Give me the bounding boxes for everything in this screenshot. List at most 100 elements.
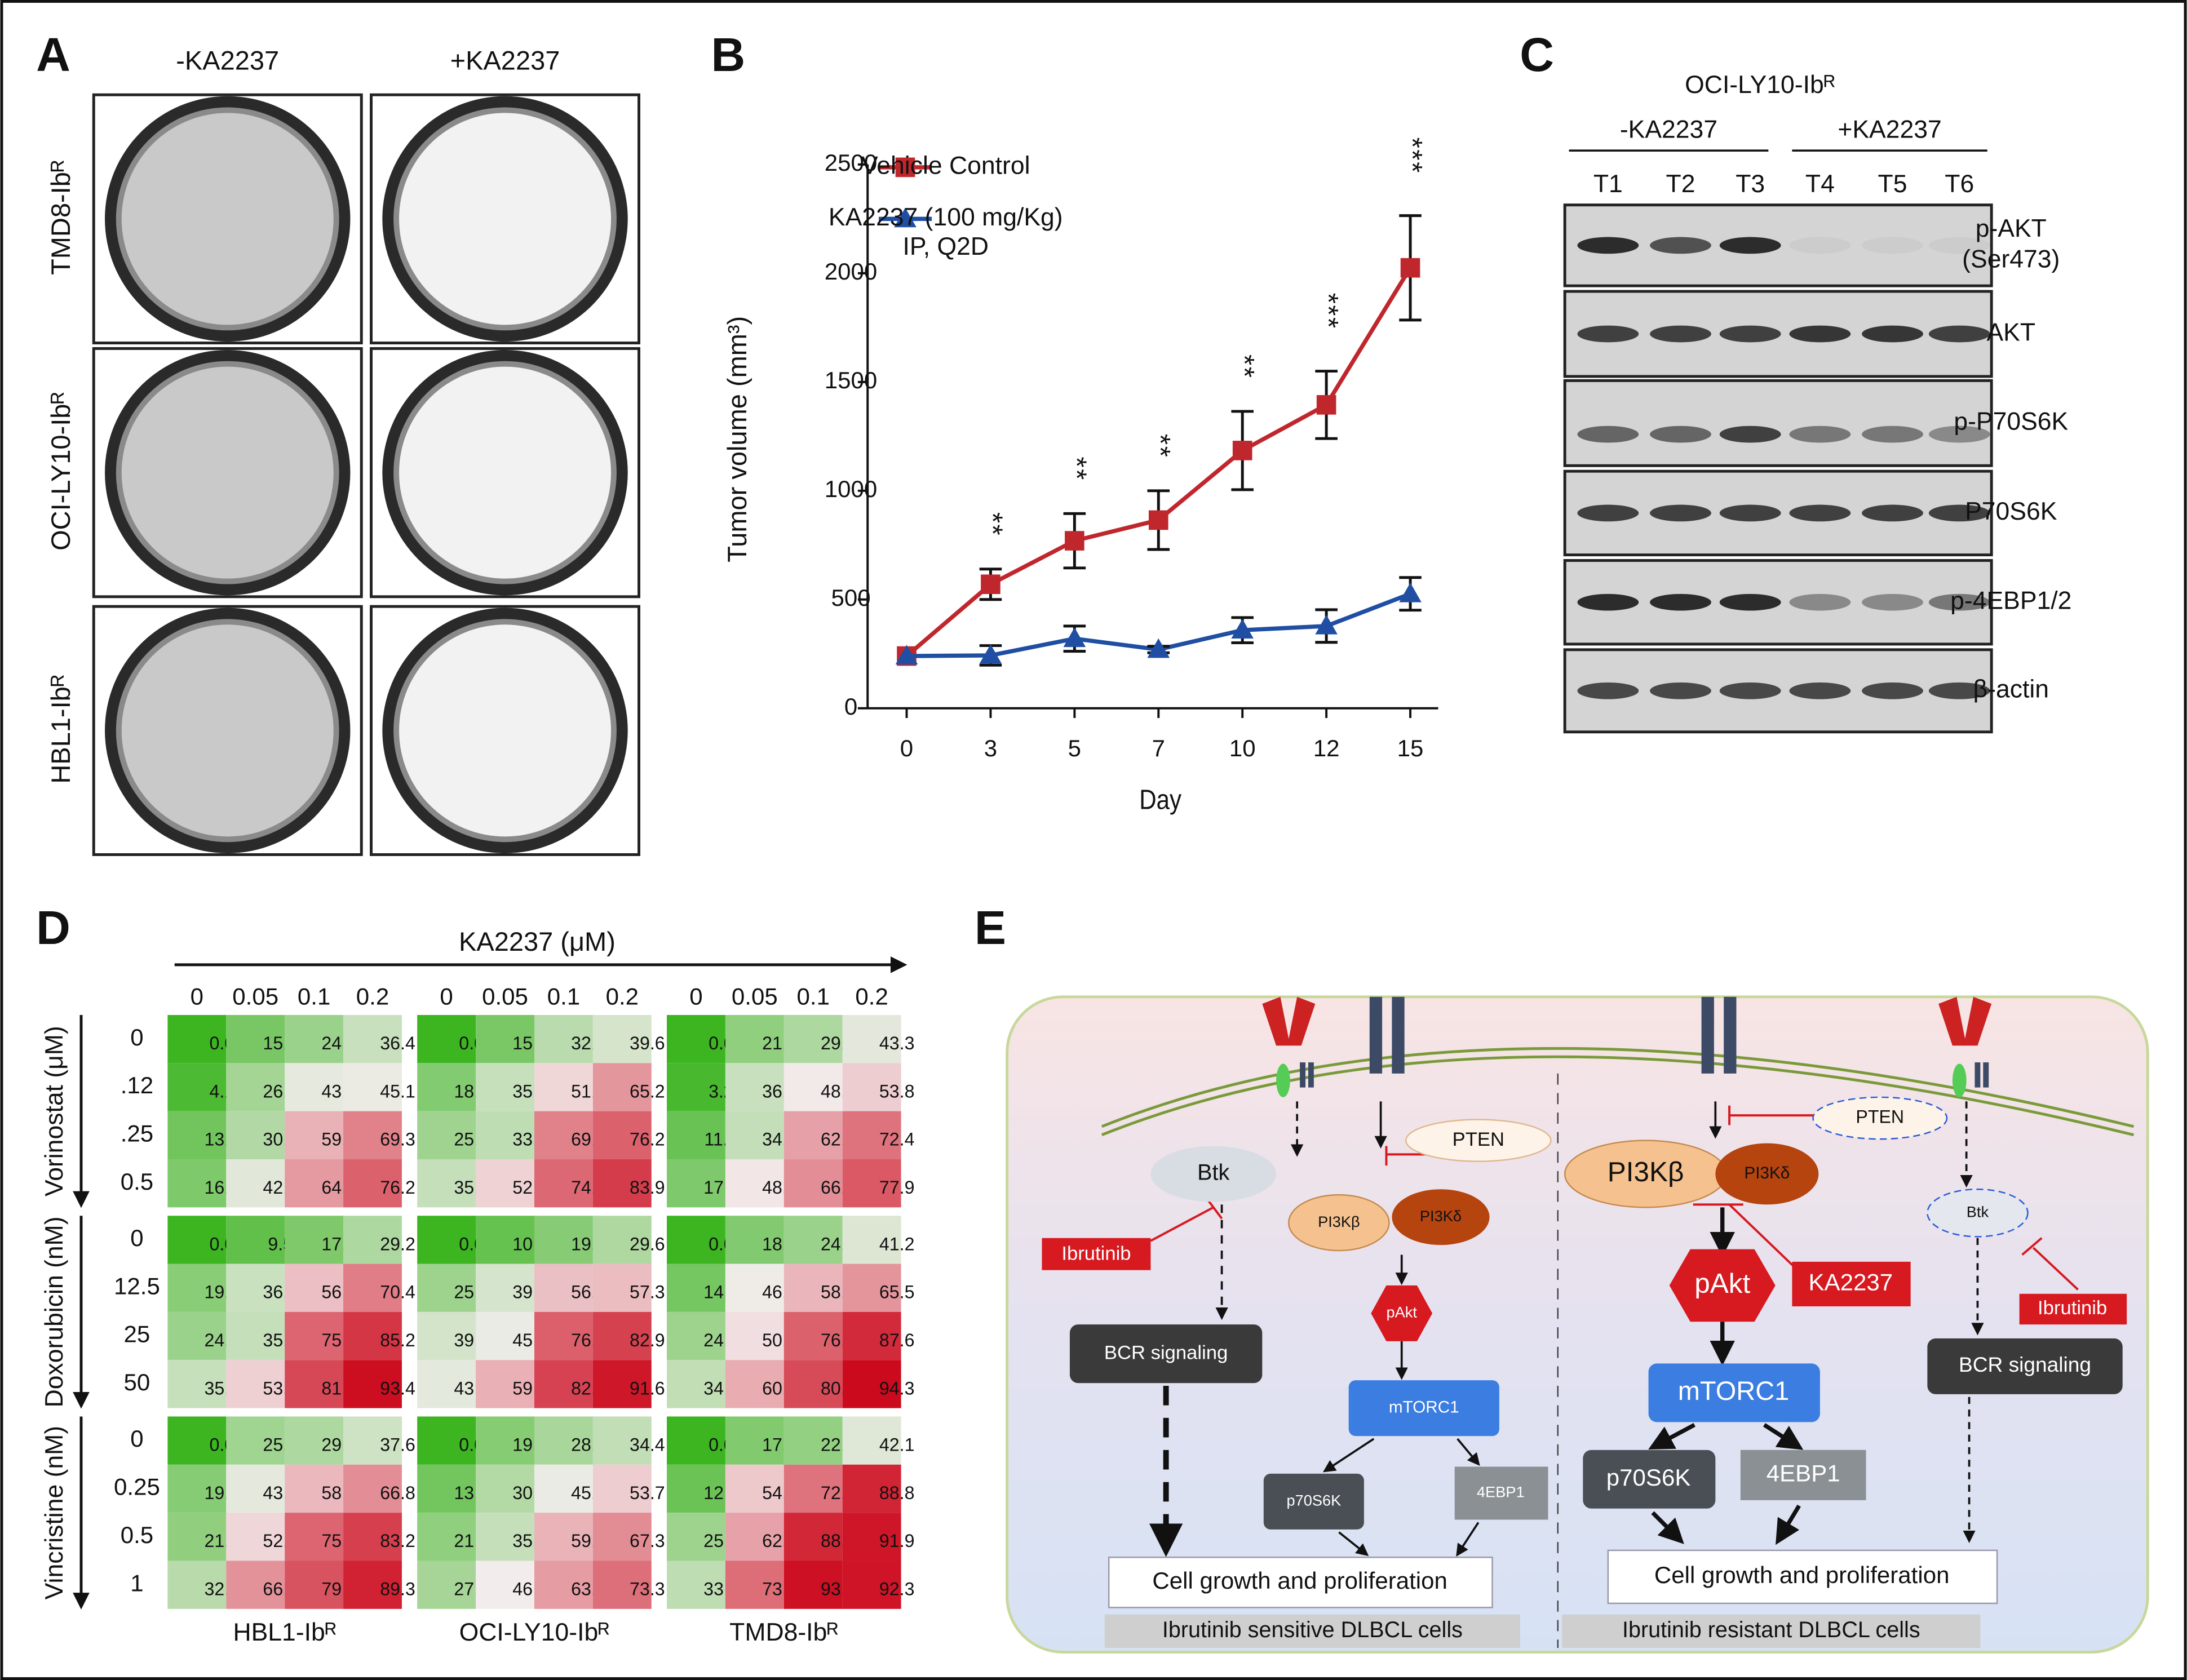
heat-cell: [226, 1416, 285, 1465]
panel-label: E: [975, 901, 1006, 954]
lane-label: T3: [1736, 170, 1765, 198]
cell-value: 77.9: [879, 1177, 915, 1198]
node-label: PI3Kβ: [1318, 1213, 1360, 1230]
cell-value: 76.2: [380, 1177, 415, 1198]
x-tick-label: 10: [1229, 735, 1256, 761]
heat-cell: [417, 1464, 476, 1513]
marker: [1232, 441, 1252, 460]
marker: [1231, 619, 1254, 639]
heat-cell: [666, 1014, 725, 1063]
pi3kd-node: [1715, 1143, 1819, 1205]
panel-label: A: [36, 28, 70, 81]
cell-value: 39.6: [630, 1033, 665, 1053]
heat-cell: [534, 1513, 593, 1561]
heat-cell: [476, 1561, 534, 1609]
cell-line-label: HBL1-Ibᴿ: [233, 1619, 336, 1646]
bcr-box: [1927, 1338, 2123, 1394]
well: [399, 113, 612, 325]
drug-label: Vincristine (nM): [41, 1426, 68, 1599]
heat-cell: [167, 1416, 227, 1465]
pten-node: [1812, 1096, 1948, 1140]
pakt-node: [1371, 1285, 1433, 1341]
band: [1650, 593, 1711, 611]
p70s6k-box: [1263, 1473, 1364, 1530]
cell-value: 73.3: [630, 1579, 665, 1599]
inhibitions: [1150, 1105, 2079, 1291]
band: [1650, 237, 1711, 254]
heat-cell: [534, 1416, 593, 1465]
x-tick-label: 0: [900, 735, 913, 761]
band: [1862, 504, 1923, 522]
y-tick-label: 50: [124, 1369, 150, 1395]
x-tick-label: 0.2: [606, 983, 639, 1009]
heat-cell: [842, 1464, 901, 1513]
heat-cell: [666, 1561, 725, 1609]
y-tick-label: 25: [124, 1321, 150, 1347]
heat-cell: [783, 1513, 843, 1561]
heat-cell: [534, 1216, 593, 1264]
x-tick-label: 0.05: [732, 983, 778, 1009]
blot: [1563, 379, 1993, 467]
btk-node: [1927, 1188, 2029, 1238]
drug-box: [1792, 1261, 1911, 1307]
x-tick-label: 7: [1152, 735, 1165, 761]
node-label: mTORC1: [1678, 1376, 1790, 1406]
lane-label: T6: [1945, 170, 1974, 198]
heat-cell: [534, 1464, 593, 1513]
band: [1862, 425, 1923, 443]
heat-cell: [167, 1063, 227, 1111]
heat-cell: [167, 1264, 227, 1312]
x-axis-label: KA2237 (μM): [459, 927, 616, 956]
y-tick-label: 0.25: [114, 1474, 160, 1500]
heat-cell: [167, 1311, 227, 1360]
heat-cell: [417, 1561, 476, 1609]
significance: ***: [1313, 293, 1344, 330]
blot-title: OCI-LY10-Ibᴿ: [1685, 71, 1835, 99]
heat-cell: [725, 1159, 784, 1208]
heat-cell: [285, 1111, 344, 1160]
protein-label: AKT: [1987, 318, 2036, 346]
node-label: PI3Kδ: [1420, 1207, 1462, 1225]
heat-cell: [226, 1159, 285, 1208]
node-label: Cell growth and proliferation: [1152, 1567, 1447, 1594]
y-tick-label: 0: [844, 693, 857, 720]
heat-cell: [167, 1561, 227, 1609]
node-label: PTEN: [1856, 1107, 1904, 1127]
drug-box: [1042, 1238, 1151, 1270]
heat-cell: [343, 1264, 402, 1312]
band: [1928, 237, 1990, 254]
x-tick-label: 0.2: [356, 983, 389, 1009]
lane-label: T4: [1805, 170, 1835, 198]
drug-label: Vorinostat (μM): [41, 1026, 68, 1196]
pi3kd-node: [1392, 1189, 1490, 1245]
cell-value: 37.6: [380, 1435, 415, 1455]
band: [1928, 325, 1990, 343]
arrows: [1149, 1101, 1984, 1557]
heat-cell: [666, 1360, 725, 1408]
heat-cell: [592, 1111, 652, 1160]
cell-value: 41.2: [879, 1234, 915, 1254]
heat-cell: [725, 1216, 784, 1264]
y-axis-label: Tumor volume (mm³): [722, 316, 752, 562]
cell-value: 69.3: [380, 1129, 415, 1150]
mtorc1-box: [1648, 1363, 1820, 1422]
drug-box: [2019, 1293, 2127, 1325]
heat-cell: [666, 1311, 725, 1360]
marker: [1148, 510, 1168, 530]
node-label: Ibrutinib: [2038, 1297, 2107, 1319]
panel-label: B: [711, 28, 745, 81]
node-label: Btk: [1197, 1160, 1229, 1185]
heat-cell: [534, 1264, 593, 1312]
heat-cell: [285, 1561, 344, 1609]
x-tick-label: 0.2: [855, 983, 888, 1009]
band: [1719, 325, 1781, 343]
heat-cell: [592, 1159, 652, 1208]
heat-cell: [534, 1111, 593, 1160]
heat-cell: [285, 1063, 344, 1111]
heat-cell: [226, 1111, 285, 1160]
heat-cell: [842, 1063, 901, 1111]
heat-cell: [783, 1159, 843, 1208]
node-label: PTEN: [1453, 1129, 1504, 1150]
legend-label: IP, Q2D: [902, 233, 989, 260]
heat-cell: [343, 1216, 402, 1264]
